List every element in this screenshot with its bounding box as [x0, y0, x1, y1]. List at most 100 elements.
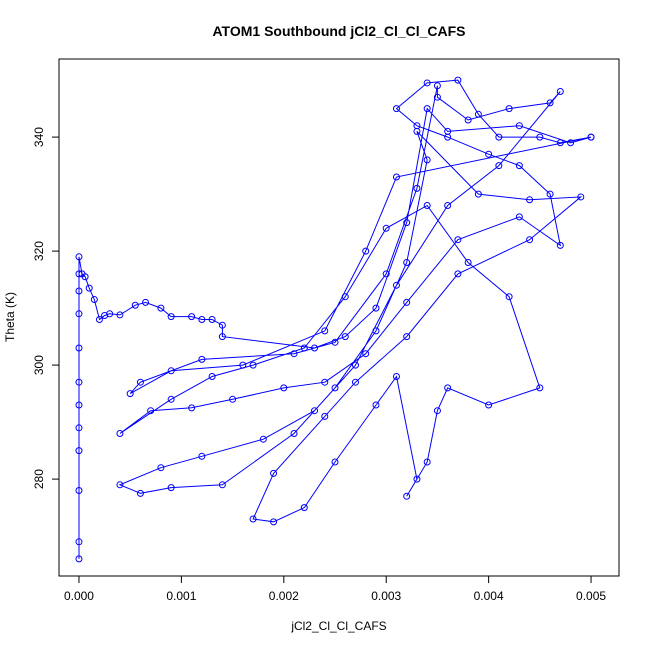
data-point [362, 350, 370, 358]
data-point [403, 492, 411, 500]
data-point [403, 298, 411, 306]
data-point [239, 361, 247, 369]
data-point [515, 122, 523, 130]
data-point [495, 162, 503, 170]
data-point [423, 156, 431, 164]
data-point [75, 538, 83, 546]
data-point [515, 213, 523, 221]
data-point [167, 395, 175, 403]
data-point [311, 344, 319, 352]
data-point [546, 190, 554, 198]
x-tick-label: 0.005 [576, 589, 606, 603]
data-point [198, 452, 206, 460]
data-point [270, 469, 278, 477]
data-line [78, 79, 592, 559]
data-point [90, 296, 98, 304]
data-point [433, 82, 441, 90]
data-point [290, 350, 298, 358]
y-axis-title: Theta (K) [3, 292, 17, 342]
data-point [126, 390, 134, 398]
data-point [505, 293, 513, 301]
data-point [546, 99, 554, 107]
data-point [474, 190, 482, 198]
data-point [116, 311, 124, 319]
data-point [311, 407, 319, 415]
data-point [81, 273, 89, 281]
data-point [75, 253, 83, 261]
data-point [136, 489, 144, 497]
data-point [75, 287, 83, 295]
data-point [142, 298, 150, 306]
data-point [75, 486, 83, 494]
data-point [413, 475, 421, 483]
data-point [331, 338, 339, 346]
data-point [515, 162, 523, 170]
data-point [208, 315, 216, 323]
data-point [392, 105, 400, 113]
data-point [505, 105, 513, 113]
data-point [208, 372, 216, 380]
data-point [433, 407, 441, 415]
data-point [290, 429, 298, 437]
data-point [382, 224, 390, 232]
data-point [300, 344, 308, 352]
data-point [372, 327, 380, 335]
data-point [95, 315, 103, 323]
data-point [587, 133, 595, 141]
data-point [423, 201, 431, 209]
x-tick-label: 0.003 [371, 589, 401, 603]
data-point [556, 87, 564, 95]
data-point [75, 310, 83, 318]
data-point [495, 133, 503, 141]
data-point [454, 236, 462, 244]
data-point [567, 139, 575, 147]
data-point [392, 281, 400, 289]
data-point [351, 361, 359, 369]
data-point [526, 196, 534, 204]
data-point [249, 515, 257, 523]
data-point [536, 384, 544, 392]
x-axis-title: jCl2_Cl_Cl_CAFS [290, 619, 386, 633]
data-point [116, 429, 124, 437]
data-point [444, 384, 452, 392]
data-point [485, 401, 493, 409]
data-point [556, 139, 564, 147]
data-point [321, 327, 329, 335]
data-point [321, 378, 329, 386]
data-point [372, 401, 380, 409]
data-point [433, 93, 441, 101]
data-point [392, 372, 400, 380]
data-point [270, 518, 278, 526]
data-point [362, 247, 370, 255]
data-point [403, 258, 411, 266]
data-point [157, 464, 165, 472]
data-point [75, 401, 83, 409]
x-tick-label: 0.000 [64, 589, 94, 603]
data-point [157, 304, 165, 312]
data-point [188, 404, 196, 412]
data-point [249, 361, 257, 369]
x-tick-label: 0.004 [474, 589, 504, 603]
data-point [218, 481, 226, 489]
data-point [167, 367, 175, 375]
data-point [351, 378, 359, 386]
data-point [454, 76, 462, 84]
data-point [300, 504, 308, 512]
data-point [382, 270, 390, 278]
data-point [526, 236, 534, 244]
data-point [75, 378, 83, 386]
data-point [331, 458, 339, 466]
data-point [464, 258, 472, 266]
data-point [106, 310, 114, 318]
data-point [444, 201, 452, 209]
data-point [167, 484, 175, 492]
data-point [136, 378, 144, 386]
data-point [331, 384, 339, 392]
y-tick-label: 340 [32, 127, 46, 147]
data-point [413, 184, 421, 192]
data-point [167, 313, 175, 321]
data-point [75, 344, 83, 352]
y-tick-label: 280 [32, 469, 46, 489]
x-tick-label: 0.001 [166, 589, 196, 603]
